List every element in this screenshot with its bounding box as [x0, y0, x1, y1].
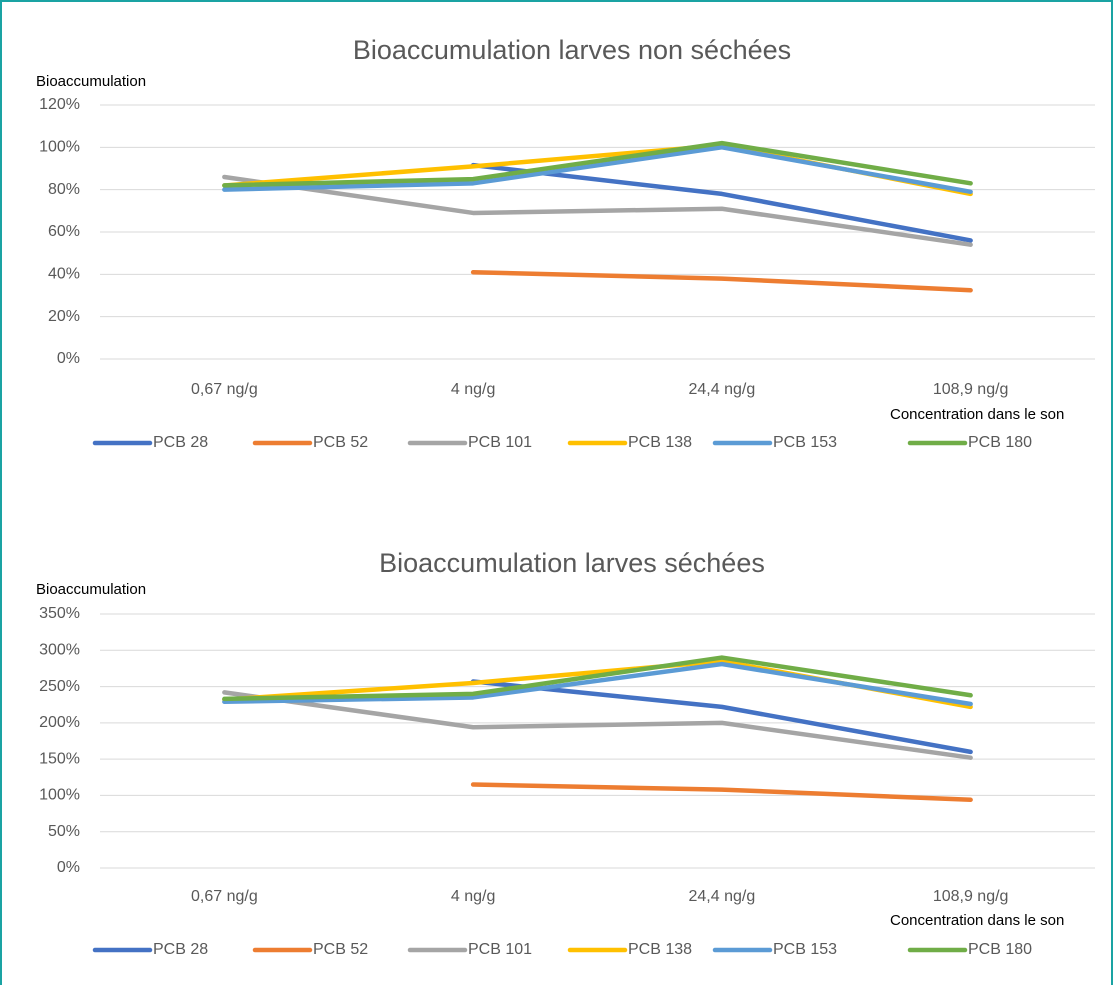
- x-tick-label: 24,4 ng/g: [689, 888, 756, 905]
- y-axis-label: Bioaccumulation: [36, 73, 146, 90]
- series-line: [222, 655, 973, 702]
- legend-label: PCB 28: [153, 941, 208, 958]
- series-line: [222, 661, 973, 707]
- series-line: [222, 140, 973, 188]
- legend-label: PCB 138: [628, 434, 692, 451]
- chart-title: Bioaccumulation larves séchées: [379, 548, 765, 578]
- y-tick-label: 100%: [39, 787, 80, 804]
- x-tick-label: 0,67 ng/g: [191, 381, 258, 398]
- series-line: [470, 782, 973, 803]
- chart-title: Bioaccumulation larves non séchées: [353, 35, 791, 65]
- y-axis-label: Bioaccumulation: [36, 581, 146, 598]
- y-tick-label: 200%: [39, 714, 80, 731]
- legend-label: PCB 138: [628, 941, 692, 958]
- series-line: [222, 145, 973, 195]
- series-line: [222, 690, 973, 760]
- series-line: [470, 679, 973, 755]
- y-tick-label: 40%: [48, 266, 80, 283]
- y-tick-label: 60%: [48, 223, 80, 240]
- legend-label: PCB 180: [968, 941, 1032, 958]
- y-tick-label: 300%: [39, 642, 80, 659]
- legend-label: PCB 101: [468, 941, 532, 958]
- x-axis-label: Concentration dans le son: [890, 912, 1064, 929]
- y-tick-label: 100%: [39, 139, 80, 156]
- legend-label: PCB 180: [968, 434, 1032, 451]
- legend-label: PCB 153: [773, 434, 837, 451]
- series-line: [470, 162, 973, 243]
- x-tick-label: 0,67 ng/g: [191, 888, 258, 905]
- legend-label: PCB 52: [313, 941, 368, 958]
- legend-label: PCB 52: [313, 434, 368, 451]
- y-tick-label: 0%: [57, 350, 80, 367]
- x-tick-label: 108,9 ng/g: [933, 888, 1009, 905]
- y-tick-label: 120%: [39, 96, 80, 113]
- y-tick-label: 350%: [39, 605, 80, 622]
- y-tick-label: 0%: [57, 859, 80, 876]
- legend-label: PCB 153: [773, 941, 837, 958]
- x-tick-label: 108,9 ng/g: [933, 381, 1009, 398]
- y-tick-label: 150%: [39, 750, 80, 767]
- x-tick-label: 24,4 ng/g: [689, 381, 756, 398]
- legend-label: PCB 101: [468, 434, 532, 451]
- y-tick-label: 250%: [39, 678, 80, 695]
- x-tick-label: 4 ng/g: [451, 381, 495, 398]
- legend-label: PCB 28: [153, 434, 208, 451]
- series-line: [222, 174, 973, 247]
- y-tick-label: 20%: [48, 308, 80, 325]
- x-tick-label: 4 ng/g: [451, 888, 495, 905]
- y-tick-label: 50%: [48, 823, 80, 840]
- x-axis-label: Concentration dans le son: [890, 406, 1064, 423]
- y-tick-label: 80%: [48, 181, 80, 198]
- series-line: [470, 269, 973, 293]
